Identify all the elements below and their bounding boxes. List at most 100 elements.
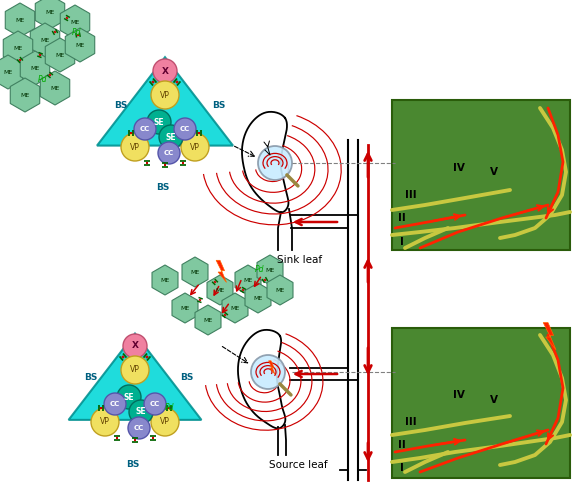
Text: ME: ME (21, 92, 30, 98)
Text: BS: BS (212, 101, 225, 110)
Circle shape (117, 385, 141, 409)
Text: BS: BS (156, 183, 170, 192)
Polygon shape (235, 265, 261, 295)
Circle shape (258, 146, 292, 180)
Text: ME: ME (40, 37, 50, 43)
Text: ME: ME (215, 288, 225, 293)
Text: Source leaf: Source leaf (269, 460, 327, 470)
Text: BS: BS (126, 460, 140, 469)
Bar (392, 100, 570, 250)
Text: Sink leaf: Sink leaf (277, 255, 323, 265)
Polygon shape (40, 71, 70, 105)
Text: ME: ME (203, 318, 213, 323)
Text: ME: ME (3, 70, 13, 75)
Text: ME: ME (15, 18, 25, 23)
Text: ME: ME (70, 20, 80, 25)
Text: IV: IV (453, 390, 465, 400)
Text: CC: CC (134, 425, 144, 431)
Text: ME: ME (244, 277, 253, 282)
Text: VP: VP (100, 417, 110, 427)
Text: X: X (131, 342, 139, 351)
Text: VP: VP (130, 142, 140, 152)
Polygon shape (5, 3, 35, 37)
Text: ME: ME (50, 85, 60, 90)
Circle shape (159, 125, 183, 149)
Text: Pd: Pd (72, 28, 81, 37)
Text: VP: VP (190, 142, 200, 152)
Text: IV: IV (453, 163, 465, 173)
Circle shape (147, 110, 171, 134)
Circle shape (121, 356, 149, 384)
Polygon shape (45, 38, 74, 72)
Text: CC: CC (164, 150, 174, 156)
Circle shape (91, 408, 119, 436)
Circle shape (134, 118, 156, 140)
Circle shape (158, 142, 180, 164)
Text: ME: ME (253, 296, 262, 300)
Text: SE: SE (154, 117, 164, 127)
Text: VP: VP (160, 417, 170, 427)
Text: II: II (398, 440, 406, 450)
Polygon shape (207, 275, 233, 305)
Text: I: I (400, 237, 404, 247)
Polygon shape (10, 78, 40, 112)
Polygon shape (30, 23, 60, 57)
Text: CC: CC (110, 401, 120, 407)
Text: ME: ME (30, 65, 40, 71)
Text: BS: BS (84, 373, 97, 382)
Text: BS: BS (180, 373, 193, 382)
Circle shape (151, 408, 179, 436)
Text: X: X (162, 66, 168, 76)
Polygon shape (20, 51, 50, 85)
Text: ME: ME (190, 270, 199, 274)
Polygon shape (65, 28, 95, 62)
Polygon shape (267, 275, 293, 305)
Text: ME: ME (160, 277, 170, 282)
Text: Pd: Pd (165, 403, 175, 412)
Text: BS: BS (114, 101, 127, 110)
Polygon shape (195, 305, 221, 335)
Circle shape (174, 118, 196, 140)
Polygon shape (36, 0, 65, 29)
Text: VP: VP (160, 90, 170, 100)
Text: ME: ME (56, 53, 65, 57)
Circle shape (251, 355, 285, 389)
Text: CC: CC (180, 126, 190, 132)
Polygon shape (269, 361, 275, 375)
Circle shape (151, 81, 179, 109)
Text: III: III (405, 417, 417, 427)
Circle shape (128, 417, 150, 439)
Circle shape (181, 133, 209, 161)
Polygon shape (69, 333, 201, 420)
Text: I: I (400, 463, 404, 473)
Bar (392, 328, 570, 478)
Text: III: III (405, 190, 417, 200)
Text: ME: ME (13, 46, 22, 51)
Polygon shape (222, 293, 248, 323)
Circle shape (144, 393, 166, 415)
Text: CC: CC (140, 126, 150, 132)
Polygon shape (3, 31, 33, 65)
Text: ME: ME (265, 268, 274, 273)
Polygon shape (543, 323, 556, 350)
Text: ME: ME (180, 305, 190, 310)
Circle shape (121, 133, 149, 161)
Circle shape (153, 59, 177, 83)
Text: V: V (490, 167, 498, 177)
Circle shape (104, 393, 126, 415)
Text: VP: VP (130, 365, 140, 375)
Polygon shape (97, 57, 233, 146)
Polygon shape (152, 265, 178, 295)
Polygon shape (216, 260, 226, 282)
Text: V: V (490, 395, 498, 405)
Text: ME: ME (276, 288, 285, 293)
Text: SE: SE (166, 133, 176, 141)
Polygon shape (0, 55, 23, 89)
Circle shape (123, 334, 147, 358)
Polygon shape (60, 5, 90, 39)
Polygon shape (257, 255, 283, 285)
Polygon shape (182, 257, 208, 287)
Polygon shape (172, 293, 198, 323)
Text: Pd: Pd (38, 75, 48, 84)
Text: Pd: Pd (255, 265, 265, 274)
